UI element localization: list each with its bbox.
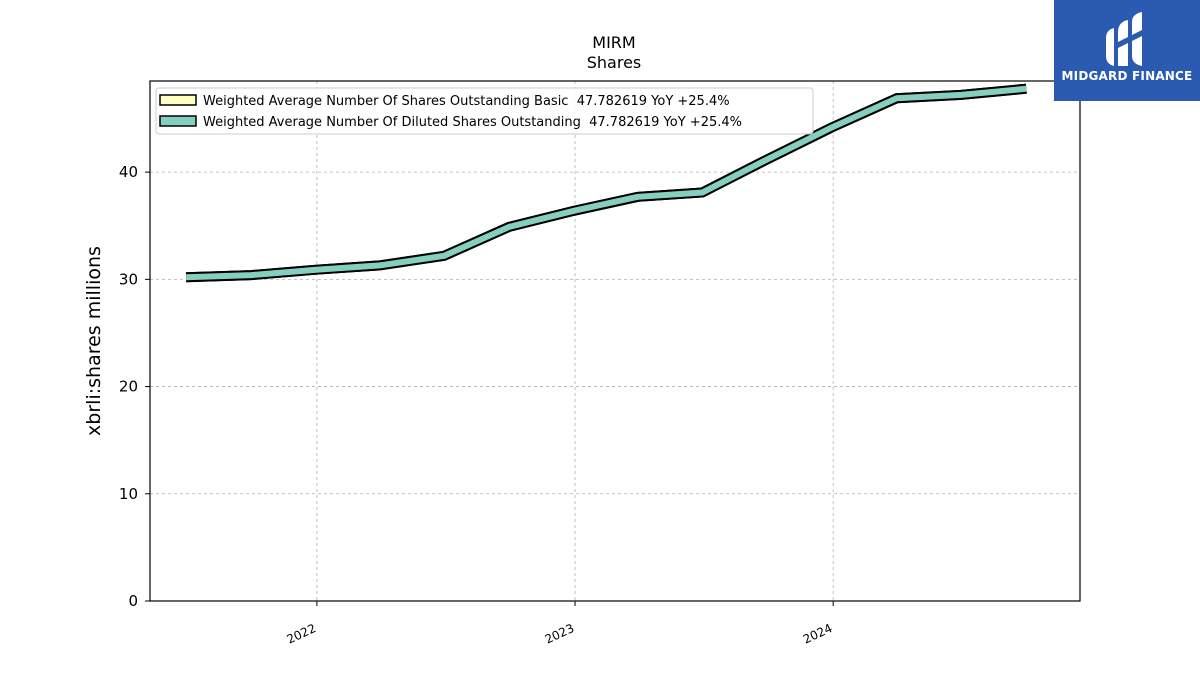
series-1-point — [509, 226, 510, 227]
logo-mark-icon — [1106, 12, 1142, 66]
x-tick-label: 2022 — [285, 621, 319, 647]
series-1-point — [186, 277, 187, 278]
legend-swatch-basic — [159, 94, 197, 106]
axes: 0 10 20 30 40 2022 2023 2024 — [119, 163, 835, 646]
y-tick-label: 10 — [119, 485, 138, 503]
plot-frame — [149, 80, 1081, 602]
y-tick-label: 30 — [119, 270, 138, 288]
series-1-point — [444, 255, 445, 256]
y-tick-label: 40 — [119, 163, 138, 181]
series-1-point — [832, 127, 833, 128]
grid-lines — [150, 81, 1080, 601]
chart-subtitle: Shares — [587, 53, 642, 72]
series-1-point — [638, 196, 639, 197]
series-line-1 — [186, 85, 1027, 281]
chart-title: MIRM — [592, 33, 635, 52]
series-1-point — [379, 265, 380, 266]
series-1-point — [316, 269, 317, 270]
legend-label-basic: Weighted Average Number Of Shares Outsta… — [203, 94, 730, 109]
x-tick-label: 2024 — [801, 621, 835, 647]
series-layer — [185, 83, 1027, 283]
legend-box — [155, 87, 814, 135]
series-1-point — [702, 192, 703, 193]
midgard-finance-logo: MIDGARD FINANCE — [1054, 0, 1200, 101]
legend-label-diluted: Weighted Average Number Of Diluted Share… — [203, 115, 742, 130]
series-1-point — [767, 159, 768, 160]
y-axis-label: xbrli:shares millions — [83, 246, 105, 436]
logo-text: MIDGARD FINANCE — [1061, 69, 1193, 83]
y-tick-label: 0 — [128, 592, 138, 610]
y-tick-label: 20 — [119, 378, 138, 396]
x-tick-label: 2023 — [543, 621, 577, 647]
series-1-point — [251, 275, 252, 276]
series-1-point — [1026, 88, 1027, 89]
series-1-point — [574, 210, 575, 211]
legend-swatch-diluted — [159, 115, 197, 127]
legend: Weighted Average Number Of Shares Outsta… — [155, 87, 814, 135]
series-1-point — [896, 98, 897, 99]
series-1-point — [961, 94, 962, 95]
